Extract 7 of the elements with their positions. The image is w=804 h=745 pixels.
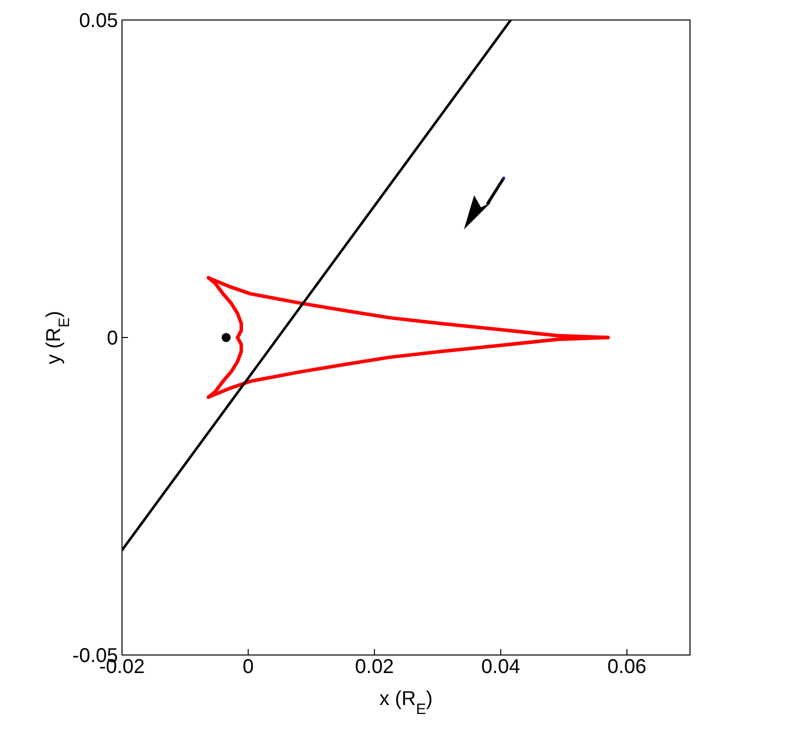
- x-tick-label: 0.06: [607, 656, 646, 678]
- y-tick-label: 0: [106, 328, 118, 350]
- x-tick-label: 0.04: [481, 656, 520, 678]
- x-tick-label: 0: [242, 656, 254, 678]
- y-tick-label: 0.05: [79, 10, 118, 32]
- x-tick-label: 0.02: [354, 656, 394, 678]
- x-axis-title: x (R$_{E}$): [379, 688, 433, 718]
